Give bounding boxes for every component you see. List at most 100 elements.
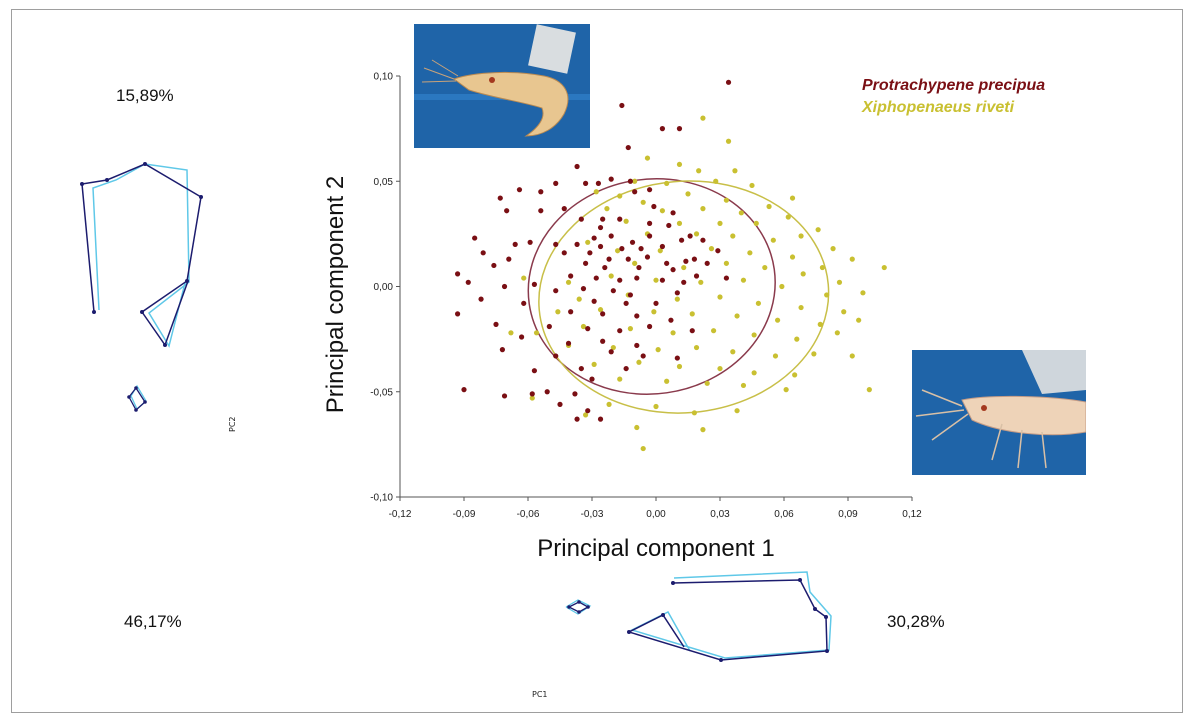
data-point-xiphopenaeus <box>783 387 789 393</box>
data-point-xiphopenaeus <box>696 168 702 174</box>
y-tick-label: -0,05 <box>370 387 393 398</box>
data-point-xiphopenaeus <box>815 227 821 233</box>
data-point-protrachypene <box>585 326 591 332</box>
data-point-protrachypene <box>653 300 659 306</box>
data-point-xiphopenaeus <box>604 206 610 212</box>
data-point-protrachypene <box>587 250 593 256</box>
data-point-protrachypene <box>583 180 589 186</box>
data-point-protrachypene <box>632 189 638 195</box>
data-point-protrachypene <box>700 237 706 243</box>
data-point-xiphopenaeus <box>866 387 872 393</box>
pc2-variance-label: 15,89% <box>116 86 174 105</box>
data-point-xiphopenaeus <box>693 344 700 351</box>
data-point-xiphopenaeus <box>700 206 706 212</box>
data-point-xiphopenaeus <box>775 317 781 323</box>
data-point-protrachypene <box>625 256 631 262</box>
data-point-protrachypene <box>591 298 597 304</box>
data-point-xiphopenaeus <box>606 401 612 407</box>
data-point-protrachypene <box>674 355 680 361</box>
data-point-xiphopenaeus <box>711 328 717 334</box>
y-tick-label: 0,10 <box>374 72 394 83</box>
data-point-xiphopenaeus <box>811 351 817 357</box>
ellipse-protrachypene <box>527 178 776 395</box>
data-point-xiphopenaeus <box>789 254 796 260</box>
data-point-protrachypene <box>608 176 614 182</box>
data-points <box>455 79 887 452</box>
data-point-protrachypene <box>676 126 683 132</box>
data-point-xiphopenaeus <box>881 264 887 271</box>
data-point-xiphopenaeus <box>674 296 680 302</box>
data-point-protrachypene <box>668 317 674 323</box>
data-point-protrachypene <box>580 286 587 292</box>
data-point-xiphopenaeus <box>730 349 736 355</box>
data-point-protrachypene <box>634 313 640 319</box>
data-point-protrachypene <box>497 195 503 201</box>
data-point-protrachypene <box>553 241 559 247</box>
data-point-protrachypene <box>627 178 634 184</box>
data-point-protrachypene <box>519 334 525 340</box>
data-point-protrachypene <box>659 126 666 132</box>
data-point-xiphopenaeus <box>627 326 634 332</box>
data-point-xiphopenaeus <box>849 256 855 262</box>
data-point-protrachypene <box>504 208 510 214</box>
data-point-protrachypene <box>583 260 589 266</box>
data-point-protrachypene <box>574 416 580 422</box>
data-point-xiphopenaeus <box>834 330 840 336</box>
data-point-xiphopenaeus <box>819 264 826 271</box>
data-point-xiphopenaeus <box>585 239 591 245</box>
data-point-xiphopenaeus <box>717 220 723 226</box>
data-point-protrachypene <box>461 387 467 393</box>
x-tick-label: 0,00 <box>646 509 666 520</box>
data-point-xiphopenaeus <box>533 330 540 336</box>
data-point-protrachypene <box>585 408 591 414</box>
data-point-protrachypene <box>521 300 527 306</box>
data-point-xiphopenaeus <box>732 168 738 174</box>
x-tick-label: -0,03 <box>581 509 604 520</box>
data-point-protrachypene <box>578 216 584 222</box>
data-point-xiphopenaeus <box>617 376 623 382</box>
data-point-protrachypene <box>578 365 584 372</box>
data-point-xiphopenaeus <box>800 271 806 277</box>
data-point-xiphopenaeus <box>608 273 614 279</box>
data-point-protrachypene <box>501 393 508 399</box>
data-point-xiphopenaeus <box>766 203 772 210</box>
data-point-protrachypene <box>647 323 653 330</box>
data-point-protrachypene <box>600 216 606 222</box>
data-point-xiphopenaeus <box>555 309 561 315</box>
data-point-xiphopenaeus <box>824 292 830 298</box>
data-point-protrachypene <box>546 323 552 330</box>
data-point-xiphopenaeus <box>651 309 657 315</box>
data-point-protrachypene <box>617 216 623 222</box>
data-point-protrachypene <box>636 264 642 271</box>
data-point-protrachypene <box>623 300 629 306</box>
data-point-xiphopenaeus <box>653 277 659 283</box>
data-point-protrachypene <box>687 233 693 239</box>
data-point-xiphopenaeus <box>591 361 597 367</box>
data-point-protrachypene <box>638 246 644 252</box>
ellipse-xiphopenaeus <box>538 180 830 414</box>
data-point-protrachypene <box>670 267 676 273</box>
data-point-xiphopenaeus <box>717 294 723 300</box>
data-point-protrachypene <box>553 288 559 294</box>
data-point-protrachypene <box>691 256 698 262</box>
data-point-protrachypene <box>619 246 625 252</box>
data-point-xiphopenaeus <box>664 180 670 186</box>
data-point-protrachypene <box>725 79 732 85</box>
data-point-protrachypene <box>664 260 670 266</box>
data-point-xiphopenaeus <box>770 237 776 243</box>
data-point-xiphopenaeus <box>634 424 640 431</box>
data-point-protrachypene <box>670 210 676 216</box>
data-point-protrachypene <box>557 401 563 407</box>
data-point-xiphopenaeus <box>640 445 646 452</box>
data-point-protrachypene <box>629 239 636 245</box>
x-tick-label: -0,12 <box>389 509 412 520</box>
data-point-xiphopenaeus <box>689 311 695 317</box>
data-point-protrachypene <box>499 347 505 353</box>
data-point-xiphopenaeus <box>657 248 663 254</box>
data-point-protrachypene <box>553 353 559 359</box>
pc2-shape-wireframe <box>80 162 203 412</box>
data-point-xiphopenaeus <box>734 313 740 319</box>
data-point-xiphopenaeus <box>676 363 683 370</box>
data-point-protrachypene <box>634 275 640 281</box>
y-tick-label: -0,10 <box>370 493 393 504</box>
